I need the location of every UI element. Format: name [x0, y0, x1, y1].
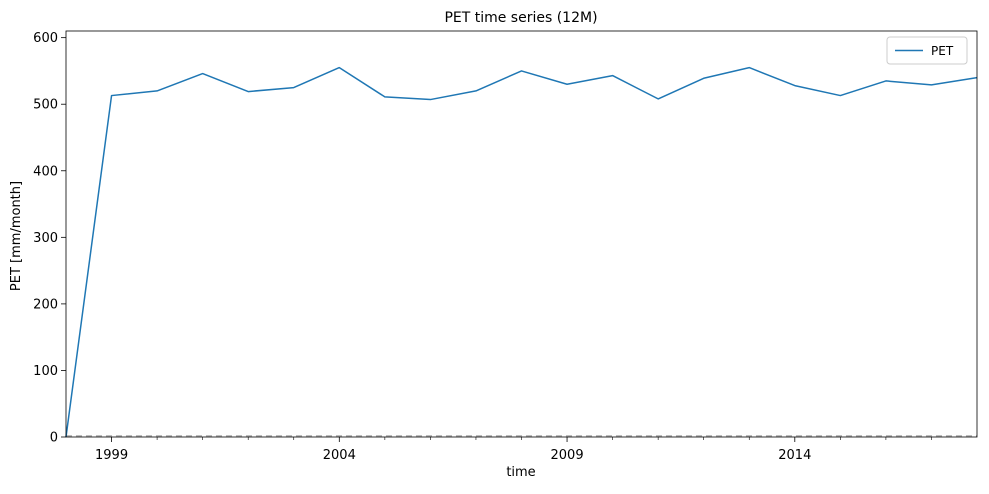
data-point [930, 84, 932, 86]
data-point [201, 72, 203, 74]
data-point [475, 90, 477, 92]
data-point [657, 98, 659, 100]
data-point [520, 70, 522, 72]
y-tick-label: 500 [33, 98, 58, 113]
data-point [247, 90, 249, 92]
y-tick-label: 100 [33, 364, 58, 379]
x-tick-label: 2009 [551, 448, 584, 463]
data-point [703, 77, 705, 79]
data-point [611, 74, 613, 76]
plot-area: 1999 2004 2009 2014 0 100 200 300 400 500 600 PET [33, 30, 978, 463]
data-point [748, 66, 750, 68]
x-tick-label: 1999 [95, 448, 128, 463]
data-point [293, 86, 295, 88]
data-point [839, 94, 841, 96]
x-tick-label: 2004 [323, 448, 356, 463]
legend-label: PET [931, 44, 954, 58]
data-point [794, 84, 796, 86]
y-axis-label: PET [mm/month] [9, 181, 24, 291]
y-tick-label: 600 [33, 31, 58, 46]
data-point [384, 96, 386, 98]
data-point [110, 94, 112, 96]
data-point [338, 66, 340, 68]
chart-title: PET time series (12M) [444, 10, 597, 26]
data-point [885, 80, 887, 82]
data-point [566, 83, 568, 85]
legend-box [886, 36, 968, 65]
y-tick-label: 0 [50, 431, 58, 446]
x-axis-label: time [506, 465, 535, 480]
y-tick-label: 400 [33, 164, 58, 179]
y-tick-label: 300 [33, 231, 58, 246]
data-point [429, 98, 431, 100]
series-line-pet [65, 66, 978, 438]
x-tick-label: 2014 [778, 448, 811, 463]
axes-frame [65, 30, 978, 438]
y-tick-label: 200 [33, 297, 58, 312]
data-point [156, 90, 158, 92]
